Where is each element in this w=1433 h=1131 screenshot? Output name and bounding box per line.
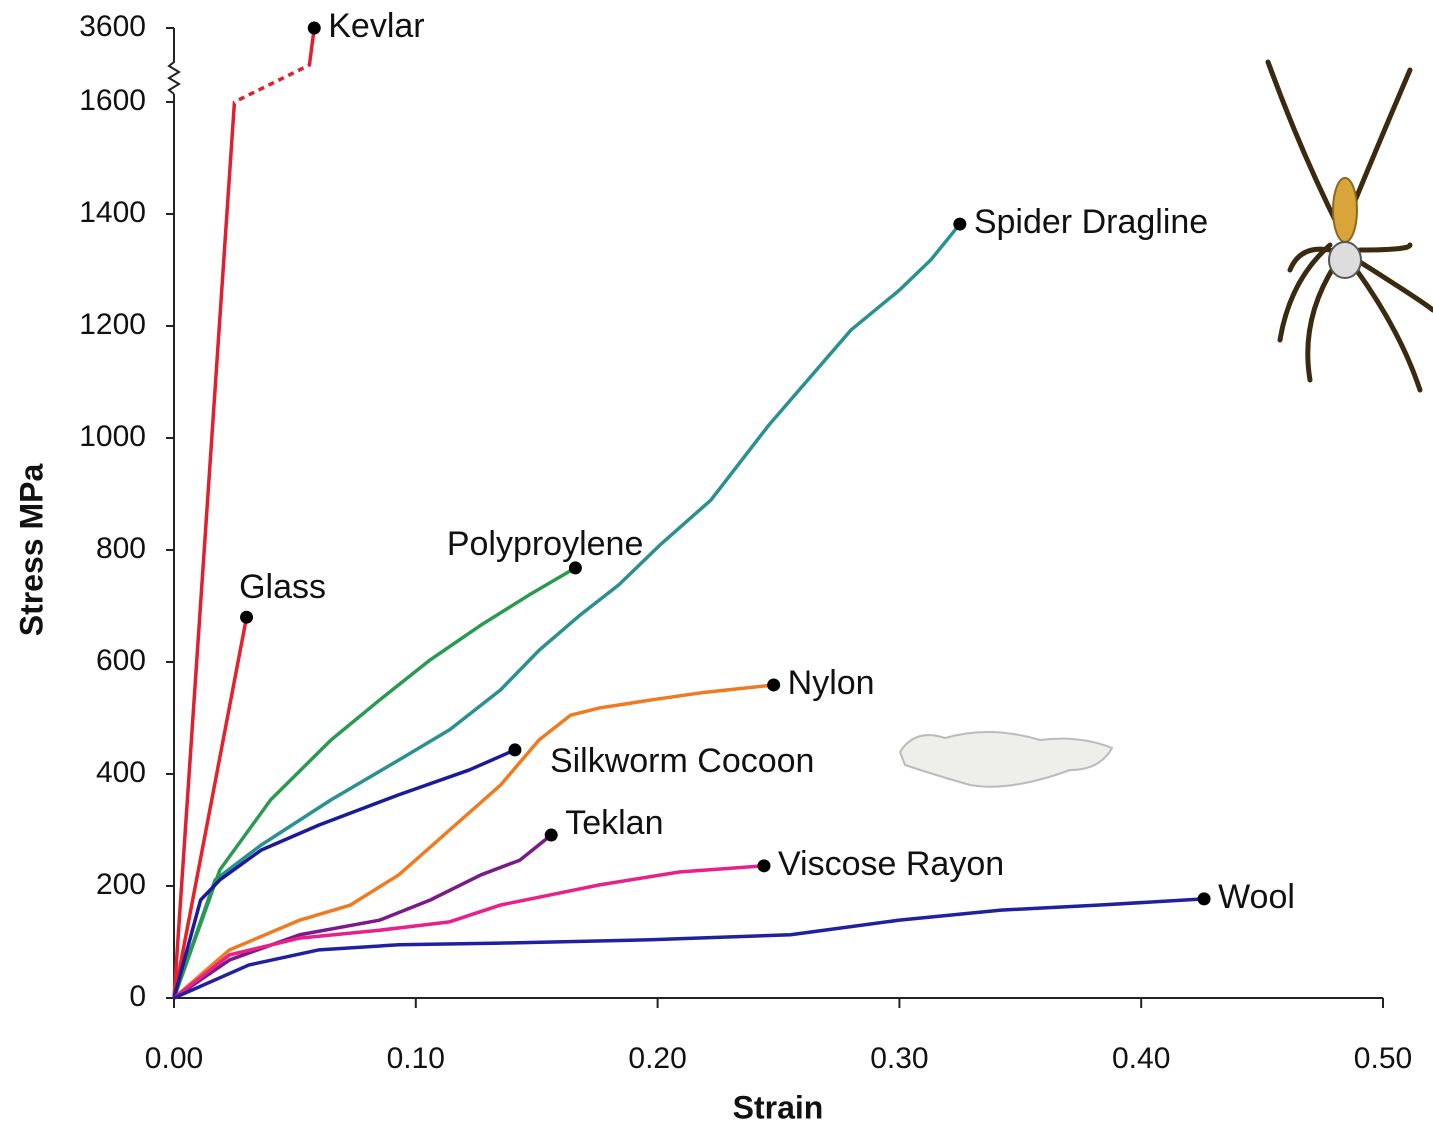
- series-label: Polyproylene: [447, 525, 644, 563]
- x-tick-label: 0.30: [870, 1042, 928, 1075]
- x-tick-label: 0.00: [145, 1042, 203, 1075]
- series-label: Viscose Rayon: [778, 845, 1004, 883]
- y-axis-title: Stress MPa: [13, 464, 49, 637]
- end-point: [508, 743, 522, 757]
- x-tick-label: 0.50: [1354, 1042, 1412, 1075]
- end-point: [953, 217, 967, 231]
- y-tick-label: 0: [129, 980, 146, 1013]
- axis-break: [167, 28, 181, 95]
- series-line: [172, 864, 765, 1000]
- series-line: [172, 616, 249, 999]
- x-tick-label: 0.20: [628, 1042, 686, 1075]
- series-label: Kevlar: [328, 7, 424, 45]
- end-point: [767, 678, 781, 692]
- series-label: Silkworm Cocoon: [550, 742, 815, 780]
- end-point: [240, 610, 254, 624]
- y-tick-label: 200: [96, 868, 146, 901]
- spider-image: [1265, 59, 1433, 393]
- series-line: [172, 566, 577, 999]
- y-tick-label: 400: [96, 756, 146, 789]
- end-point: [307, 21, 321, 35]
- silkworm-image: [898, 731, 1114, 788]
- series-line: [173, 897, 1205, 1000]
- series-line: [172, 222, 962, 999]
- x-axis-title: Strain: [733, 1089, 824, 1125]
- y-tick-label: 1600: [79, 84, 146, 117]
- x-tick-label: 0.40: [1112, 1042, 1170, 1075]
- series-line: [172, 683, 774, 1000]
- end-point: [757, 859, 771, 873]
- y-tick-label: 1200: [79, 308, 146, 341]
- series-line: [173, 833, 553, 1000]
- series-line: [172, 748, 516, 999]
- series-label: Teklan: [565, 804, 663, 842]
- series-label: Spider Dragline: [974, 203, 1208, 241]
- end-point: [1197, 892, 1211, 906]
- x-tick-label: 0.10: [387, 1042, 445, 1075]
- end-point: [568, 561, 582, 575]
- y-tick-label: 3600: [79, 10, 146, 43]
- end-point: [544, 828, 558, 842]
- y-tick-label: 1400: [79, 196, 146, 229]
- y-tick-label: 1000: [79, 420, 146, 453]
- break-segment: [233, 63, 311, 104]
- series-label: Wool: [1218, 878, 1295, 916]
- y-tick-label: 800: [96, 532, 146, 565]
- series-label: Nylon: [788, 664, 875, 702]
- y-tick-label: 600: [96, 644, 146, 677]
- series-line: [172, 27, 316, 999]
- series-label: Glass: [239, 568, 326, 606]
